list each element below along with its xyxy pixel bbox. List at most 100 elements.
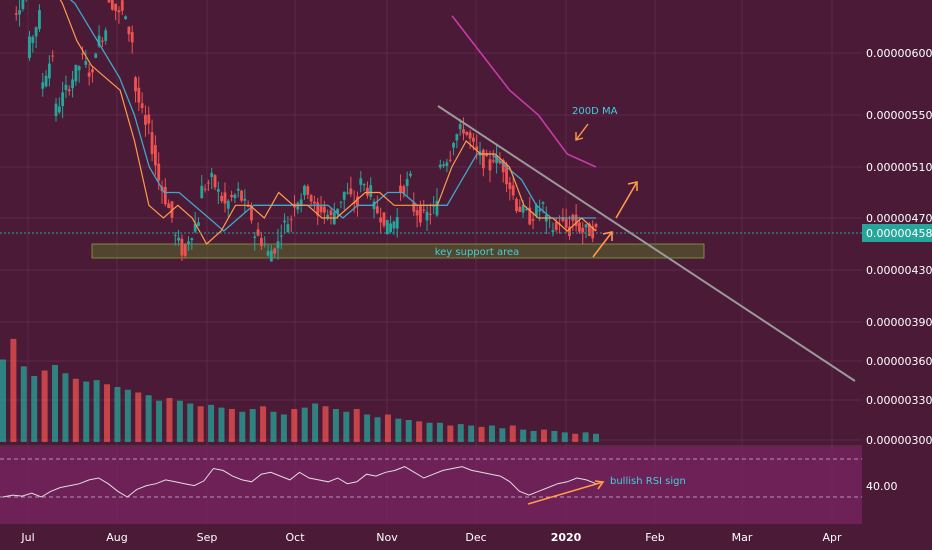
- candle-body: [508, 182, 512, 190]
- volume-bar: [239, 411, 246, 442]
- candle-body: [448, 159, 452, 161]
- price-tick-label: 0.00000550: [866, 109, 932, 122]
- volume-bar: [426, 422, 433, 442]
- volume-bar: [62, 373, 69, 442]
- time-tick-label: Oct: [285, 531, 305, 544]
- candle-body: [349, 188, 353, 195]
- volume-bars: [0, 338, 599, 442]
- candle-body: [250, 205, 253, 221]
- time-axis[interactable]: Jul Aug Sep Oct Nov Dec 2020 Feb Mar Apr: [20, 531, 842, 544]
- price-tick-label: 0.00000430: [866, 264, 932, 277]
- candle-body: [531, 219, 535, 221]
- candle-body: [392, 221, 396, 229]
- time-tick-label: Jul: [20, 531, 34, 544]
- candle-body: [71, 79, 74, 89]
- candle-body: [140, 103, 144, 109]
- fast-moving-average-line: [59, 0, 597, 245]
- price-tick-label: 0.00000300: [866, 434, 932, 447]
- candle-body: [505, 164, 508, 185]
- candle-body: [240, 190, 243, 201]
- candle-body: [187, 241, 190, 245]
- volume-bar: [20, 366, 27, 442]
- candle-body: [67, 89, 71, 92]
- candle-body: [313, 201, 316, 204]
- candle-body: [399, 185, 402, 193]
- volume-bar: [374, 417, 381, 442]
- candle-body: [515, 198, 518, 212]
- candle-body: [180, 238, 184, 256]
- volume-bar: [322, 406, 329, 442]
- volume-bar: [488, 425, 495, 442]
- candle-body: [366, 187, 369, 196]
- volume-bar: [260, 406, 267, 442]
- volume-bar: [114, 387, 121, 442]
- candle-body: [389, 223, 393, 233]
- candle-body: [445, 162, 449, 166]
- ma-200d-line: [451, 15, 597, 168]
- candle-body: [41, 82, 45, 89]
- candle-body: [568, 226, 571, 236]
- volume-bar: [291, 409, 298, 442]
- volume-bar: [124, 389, 131, 442]
- volume-bar: [582, 432, 589, 442]
- volume-bar: [572, 433, 579, 442]
- candle-body: [14, 13, 18, 15]
- candle-body: [21, 0, 25, 10]
- candle-body: [183, 244, 187, 256]
- candle-body: [173, 235, 177, 237]
- candle-body: [306, 186, 310, 195]
- candle-body: [104, 30, 108, 41]
- candle-body: [127, 26, 131, 35]
- candle-body: [309, 195, 313, 202]
- candle-body: [342, 191, 346, 200]
- volume-bar: [509, 425, 516, 442]
- candle-body: [438, 164, 442, 168]
- candle-body: [177, 237, 180, 241]
- candle-body: [253, 236, 257, 239]
- volume-bar: [416, 421, 423, 442]
- candle-body: [144, 115, 147, 125]
- time-tick-label: Nov: [376, 531, 398, 544]
- candle-body: [405, 178, 409, 187]
- candle-body: [94, 53, 98, 58]
- candle-body: [395, 217, 399, 229]
- candle-body: [147, 114, 151, 124]
- candle-body: [521, 204, 525, 213]
- candle-body: [518, 206, 522, 212]
- candle-body: [31, 36, 35, 43]
- candle-body: [336, 208, 339, 214]
- candle-body: [163, 186, 167, 205]
- candle-body: [296, 202, 300, 210]
- candle-body: [356, 196, 359, 207]
- volume-bar: [270, 411, 277, 442]
- candle-body: [415, 210, 419, 216]
- volume-bar: [478, 426, 485, 442]
- candle-body: [379, 217, 383, 223]
- price-tick-label: 0.00000510: [866, 161, 932, 174]
- candle-body: [28, 36, 31, 58]
- time-tick-label: Sep: [197, 531, 218, 544]
- candle-body: [488, 159, 492, 171]
- candle-body: [339, 201, 343, 203]
- candle-body: [193, 223, 197, 232]
- candle-body: [412, 202, 416, 212]
- volume-bar: [280, 414, 287, 442]
- candle-body: [213, 175, 217, 188]
- candle-body: [220, 195, 224, 202]
- candle-body: [44, 75, 48, 87]
- candle-body: [587, 223, 591, 237]
- volume-bar: [0, 359, 6, 442]
- volume-bar: [520, 429, 527, 442]
- candle-body: [468, 132, 472, 139]
- candle-body: [581, 227, 585, 233]
- candle-body: [210, 172, 214, 178]
- price-axis[interactable]: 0.00000600 0.00000550 0.00000510 0.00000470…: [866, 47, 932, 447]
- time-tick-label: Aug: [106, 531, 127, 544]
- candle-body: [495, 155, 499, 164]
- candle-body: [475, 146, 479, 151]
- candlestick-series: [14, 0, 598, 262]
- candle-body: [578, 222, 581, 232]
- volume-bar: [187, 403, 194, 442]
- slow-moving-average-line: [69, 0, 596, 232]
